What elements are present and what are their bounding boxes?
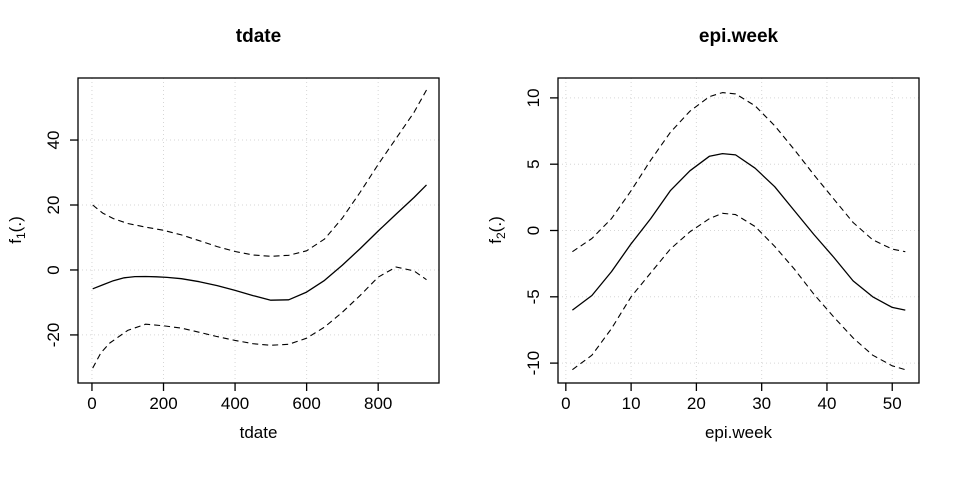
y-label-base: f xyxy=(5,239,25,244)
plot2-x-axis-label: epi.week xyxy=(704,423,773,442)
y-label-subscript: 1 xyxy=(14,232,29,239)
plot-box xyxy=(77,77,440,384)
plot2-title: epi.week xyxy=(698,26,779,47)
x-tick-label: 800 xyxy=(364,394,392,413)
y-tick-label: -20 xyxy=(44,323,63,348)
x-tick-label: 20 xyxy=(687,394,706,413)
y-label-base: f xyxy=(485,239,505,244)
x-tick-label: 50 xyxy=(883,394,902,413)
plot2-y-axis-label: f2(.) xyxy=(486,216,508,243)
x-tick-label: 30 xyxy=(752,394,771,413)
x-tick-label: 200 xyxy=(149,394,177,413)
tdate-lower-ci-curve xyxy=(92,266,427,369)
epi.week-lower-ci-curve xyxy=(572,212,906,371)
y-tick-label: 20 xyxy=(44,196,63,215)
x-tick-label: 40 xyxy=(817,394,836,413)
y-label-args: (.) xyxy=(5,216,25,233)
epi.week-fit-curve xyxy=(572,152,906,311)
y-tick-label: 0 xyxy=(524,226,543,235)
plot1-y-axis-label: f1(.) xyxy=(6,216,28,243)
y-tick-label: 0 xyxy=(44,265,63,274)
y-tick-label: -5 xyxy=(524,289,543,304)
x-tick-label: 0 xyxy=(561,394,570,413)
tdate-upper-ci-curve xyxy=(92,89,427,257)
x-tick-label: 0 xyxy=(87,394,96,413)
plot1-title: tdate xyxy=(235,26,282,47)
x-tick-label: 10 xyxy=(622,394,641,413)
epi.week-upper-ci-curve xyxy=(572,92,906,253)
x-tick-label: 600 xyxy=(292,394,320,413)
y-tick-label: 10 xyxy=(524,88,543,107)
y-tick-label: 5 xyxy=(524,159,543,168)
plot1-x-axis-label: tdate xyxy=(239,423,278,442)
y-label-args: (.) xyxy=(485,216,505,233)
y-tick-label: 40 xyxy=(44,131,63,150)
tdate-fit-curve xyxy=(92,184,427,301)
y-label-subscript: 2 xyxy=(494,232,509,239)
x-tick-label: 400 xyxy=(221,394,249,413)
y-tick-label: -10 xyxy=(524,351,543,376)
